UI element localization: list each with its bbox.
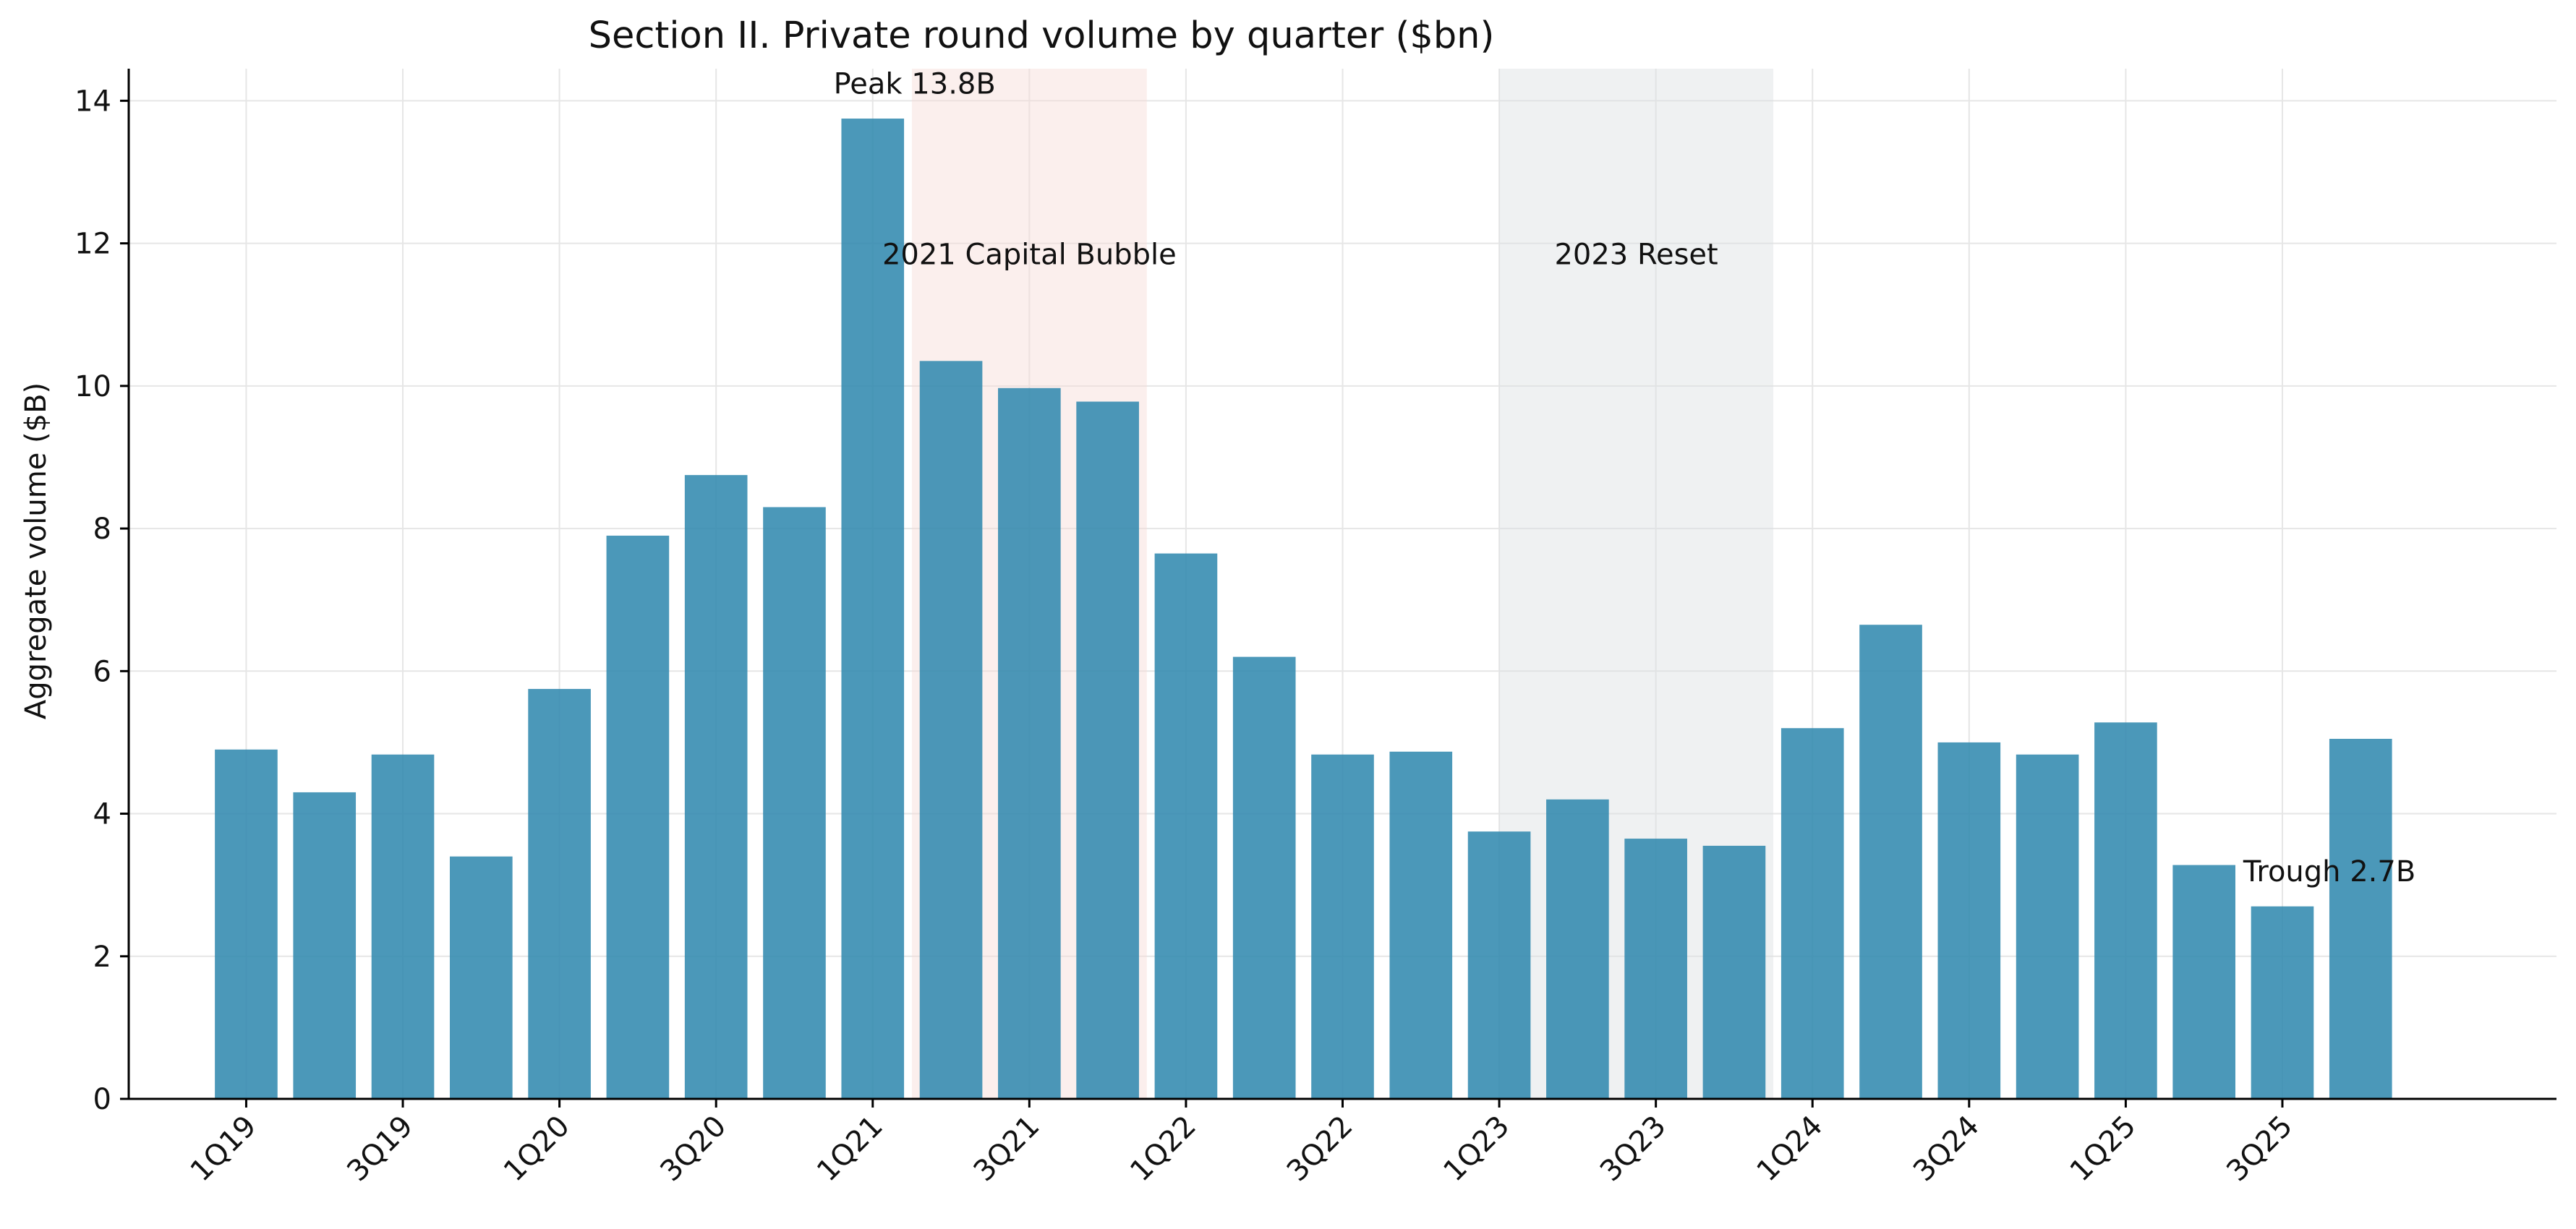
x-tick-label: 3Q23 [1594,1110,1673,1189]
bar-4Q20 [763,507,826,1099]
bar-3Q19 [371,754,435,1099]
bar-2Q20 [606,535,670,1099]
x-tick-label: 1Q22 [1124,1110,1203,1189]
bar-3Q20 [684,475,748,1099]
x-tick-label: 3Q25 [2220,1110,2299,1189]
chart-title: Section II. Private round volume by quar… [589,14,1495,57]
y-tick-label: 6 [93,655,111,688]
bar-2Q23 [1546,799,1609,1099]
bar-1Q22 [1154,553,1218,1099]
bar-4Q25 [2329,738,2392,1099]
bar-3Q22 [1311,754,1374,1099]
bar-2Q24 [1859,625,1922,1099]
annotation: Trough 2.7B [2243,855,2415,888]
y-tick-label: 0 [93,1083,111,1116]
x-tick-label: 3Q24 [1907,1110,1986,1189]
x-tick-label: 1Q25 [2064,1110,2143,1189]
bar-1Q21 [841,119,905,1100]
x-tick-label: 1Q21 [811,1110,890,1189]
y-tick-label: 8 [93,513,111,546]
y-tick-label: 10 [74,370,111,403]
x-tick-label: 1Q24 [1751,1110,1830,1189]
bar-2Q21 [919,361,983,1099]
bar-1Q20 [528,688,591,1099]
bar-4Q19 [449,856,513,1099]
x-tick-label: 3Q21 [968,1110,1046,1189]
bar-4Q24 [2016,754,2079,1099]
annotations: Peak 13.8B Trough 2.7B [834,68,2416,889]
bars [215,119,2392,1100]
bar-3Q24 [1937,742,2001,1099]
bar-2Q22 [1232,656,1296,1099]
x-tick-label: 3Q20 [654,1110,733,1189]
bar-1Q23 [1467,831,1531,1099]
bar-1Q25 [2094,722,2157,1099]
x-tick-label: 3Q22 [1281,1110,1360,1189]
x-tick-label: 1Q23 [1437,1110,1516,1189]
x-tick-label: 1Q20 [498,1110,576,1189]
bar-3Q21 [998,387,1061,1099]
y-tick-label: 12 [74,228,111,261]
bar-2Q25 [2172,865,2236,1099]
bar-1Q19 [215,749,278,1099]
x-tick-label: 1Q19 [184,1110,263,1189]
bar-2Q19 [293,792,357,1099]
bar-4Q21 [1076,401,1139,1099]
y-tick-label: 14 [74,85,111,118]
y-axis-label: Aggregate volume ($B) [20,382,53,719]
bar-3Q25 [2251,906,2314,1099]
region-labels: 2021 Capital Bubble 2023 Reset [882,238,1718,271]
x-tick-label: 3Q19 [341,1110,419,1189]
y-tick-label: 4 [93,798,111,831]
bar-4Q22 [1389,751,1453,1099]
bar-1Q24 [1780,728,1844,1099]
y-tick-label: 2 [93,941,111,974]
bar-3Q23 [1624,839,1687,1099]
bar-4Q23 [1702,845,1766,1099]
annotation: Peak 13.8B [834,68,996,101]
region-label: 2021 Capital Bubble [882,238,1177,271]
region-label: 2023 Reset [1554,238,1718,271]
